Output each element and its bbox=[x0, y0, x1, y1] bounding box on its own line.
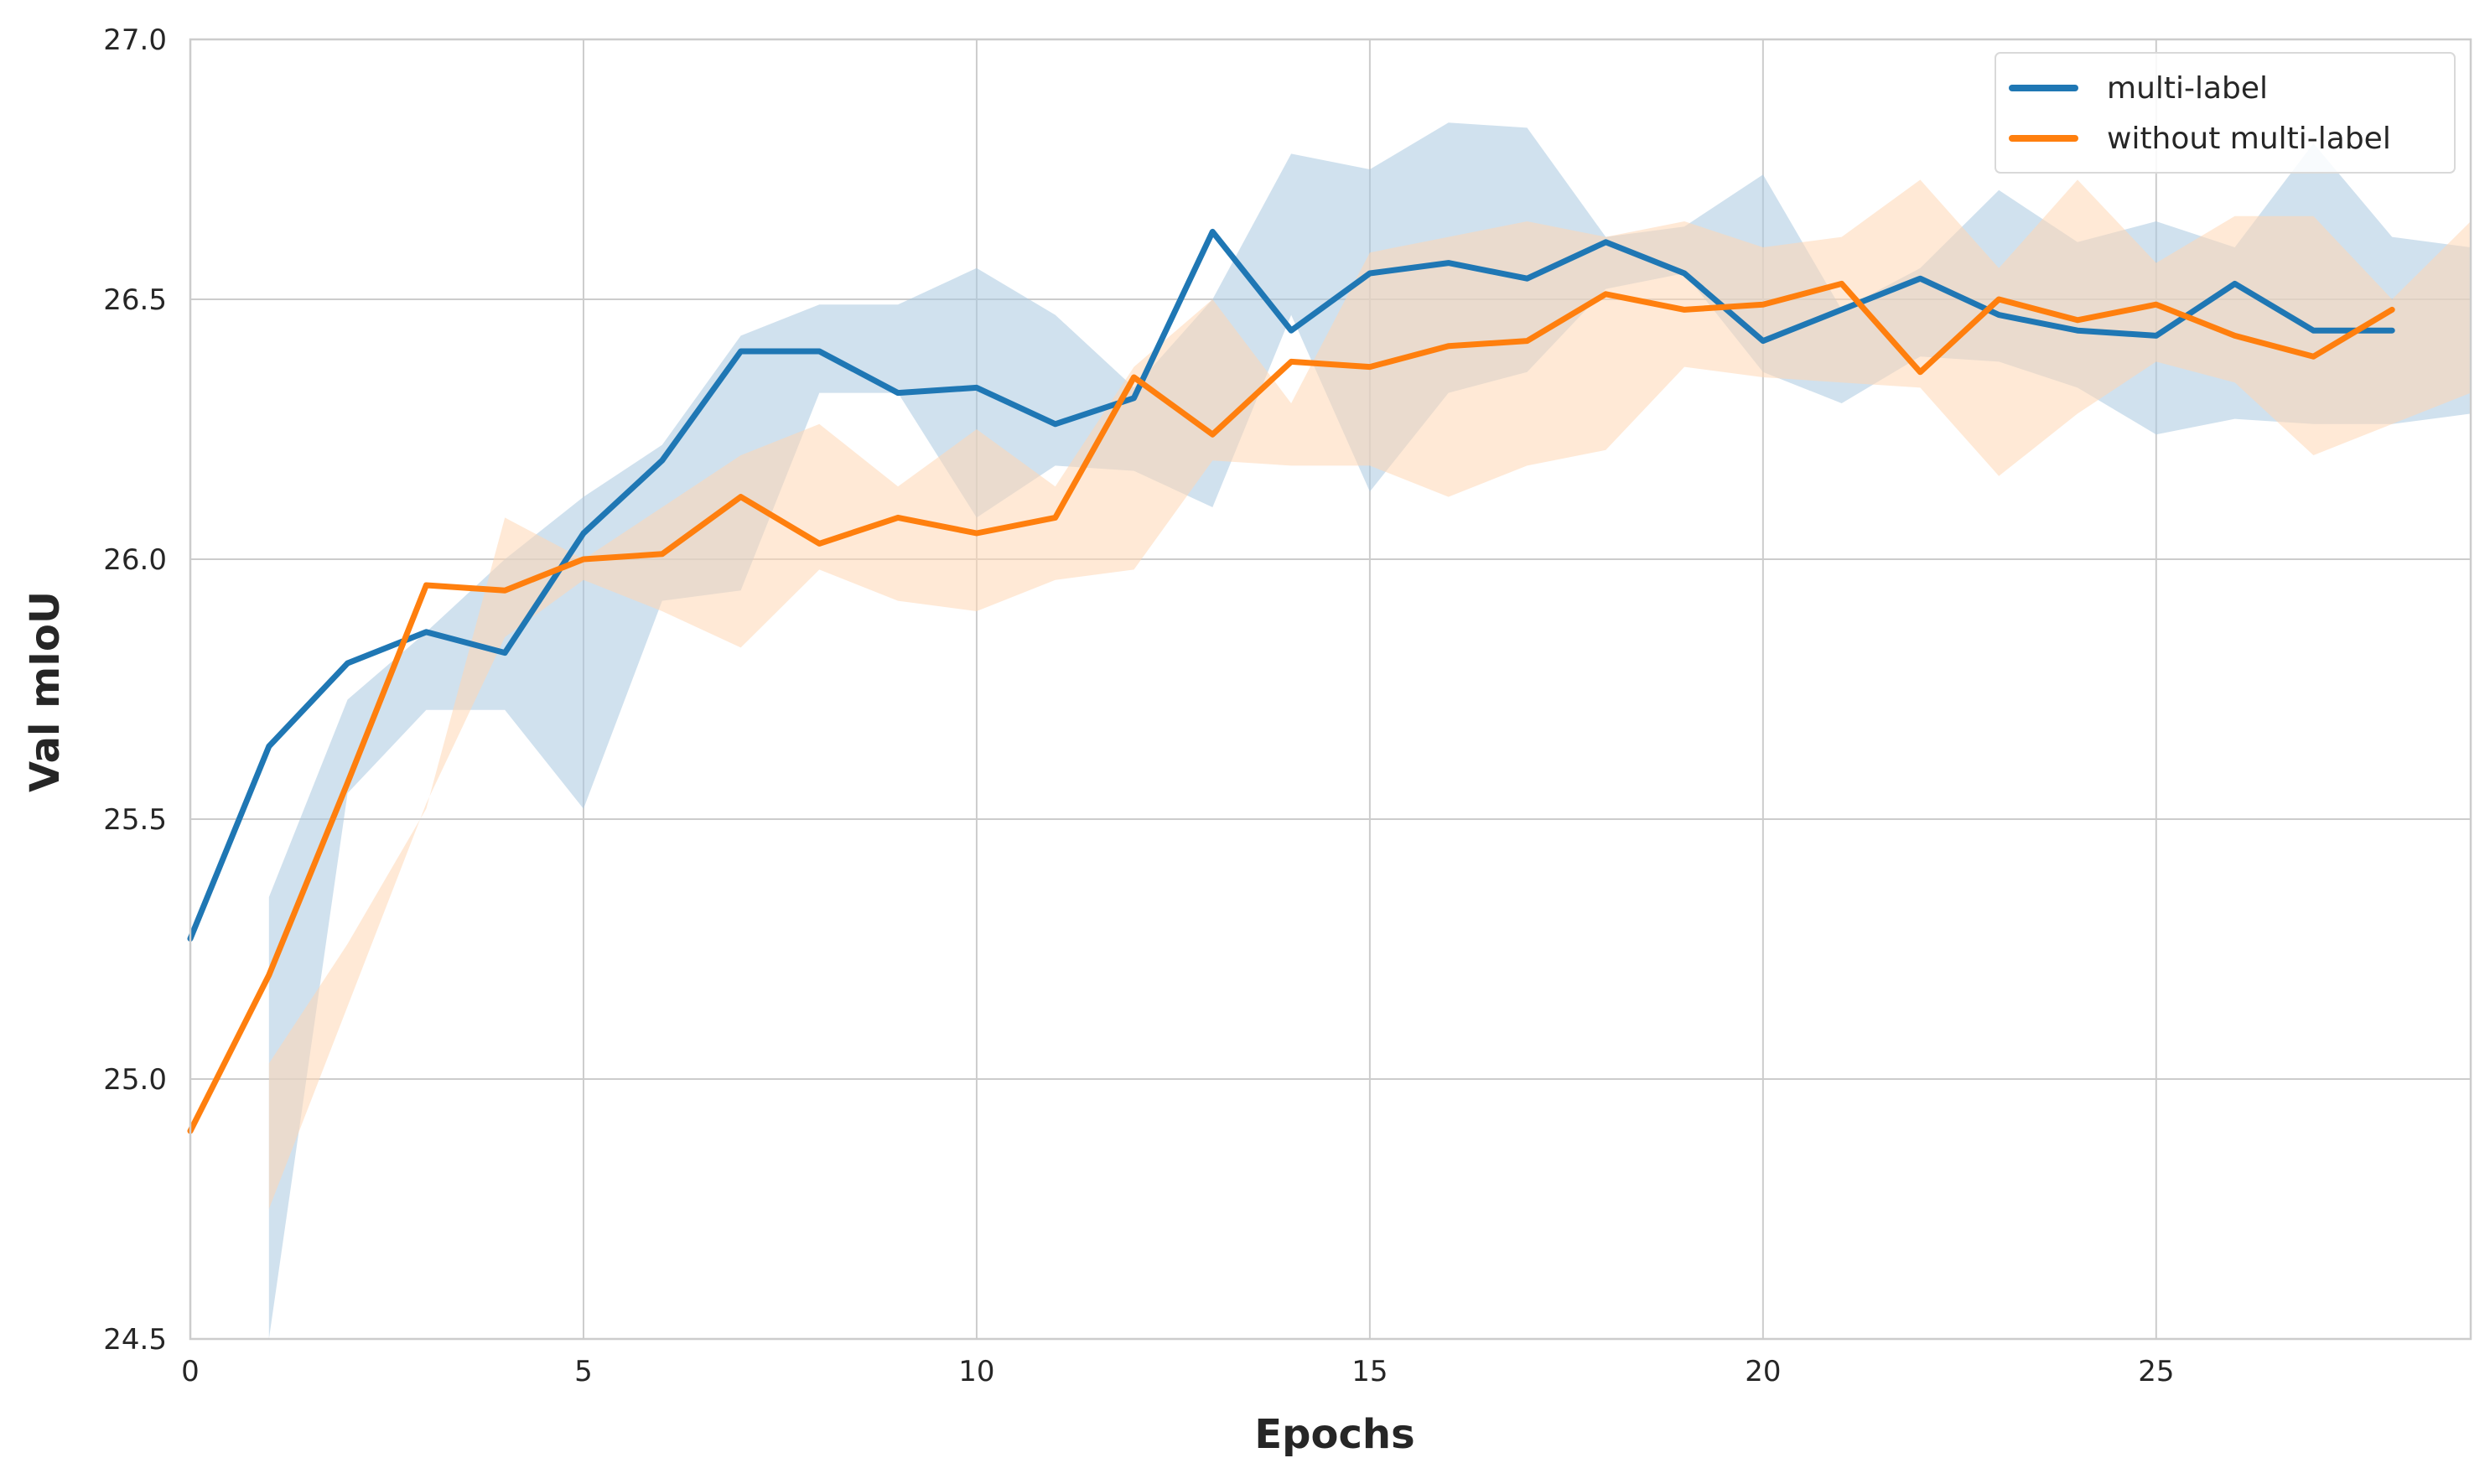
x-tick-label: 20 bbox=[1745, 1355, 1781, 1388]
y-tick-label: 25.5 bbox=[103, 803, 167, 837]
y-tick-label: 25.0 bbox=[103, 1063, 167, 1097]
band-series-1 bbox=[268, 179, 2471, 1209]
legend-label-multi-label: multi-label bbox=[2107, 71, 2268, 106]
x-tick-label: 10 bbox=[958, 1355, 994, 1388]
tick-labels: 0 5 10 15 20 25 24.5 25.0 25.5 26.0 26.5 27.0 bbox=[103, 23, 2174, 1388]
line-series-1 bbox=[187, 280, 2395, 1134]
plot-border bbox=[189, 38, 2472, 1341]
y-tick-label: 26.0 bbox=[103, 543, 167, 577]
y-tick-label: 24.5 bbox=[103, 1323, 167, 1357]
x-axis-title: Epochs bbox=[1254, 1411, 1414, 1458]
y-axis-title: Val mIoU bbox=[22, 591, 69, 792]
series-lines bbox=[187, 228, 2395, 1134]
x-tick-label: 25 bbox=[2138, 1355, 2174, 1388]
x-tick-label: 15 bbox=[1351, 1355, 1388, 1388]
legend: multi-label without multi-label bbox=[1995, 52, 2456, 174]
y-tick-label: 26.5 bbox=[103, 283, 167, 317]
legend-label-without-multi-label: without multi-label bbox=[2107, 122, 2391, 156]
legend-box bbox=[1995, 52, 2456, 174]
plot-frame bbox=[189, 38, 2472, 1341]
y-tick-label: 27.0 bbox=[103, 23, 167, 57]
x-tick-label: 0 bbox=[181, 1355, 200, 1388]
line-series-0 bbox=[187, 228, 2395, 942]
x-tick-label: 5 bbox=[574, 1355, 593, 1388]
